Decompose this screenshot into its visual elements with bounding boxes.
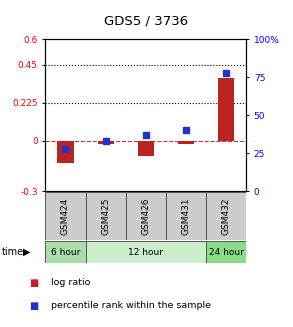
- Text: GSM432: GSM432: [222, 198, 231, 235]
- Bar: [57, 141, 74, 163]
- Bar: [45, 241, 86, 263]
- Bar: [86, 192, 126, 240]
- Text: 12 hour: 12 hour: [128, 248, 163, 257]
- Text: time: time: [1, 247, 24, 257]
- Text: GDS5 / 3736: GDS5 / 3736: [104, 15, 189, 28]
- Bar: [98, 141, 114, 144]
- Text: percentile rank within the sample: percentile rank within the sample: [51, 301, 211, 310]
- Text: GSM426: GSM426: [141, 198, 150, 235]
- Text: ■: ■: [29, 278, 39, 288]
- Text: 6 hour: 6 hour: [51, 248, 80, 257]
- Text: ■: ■: [29, 301, 39, 311]
- Text: GSM431: GSM431: [181, 197, 190, 235]
- Bar: [178, 141, 194, 144]
- Bar: [206, 192, 246, 240]
- Text: GSM424: GSM424: [61, 198, 70, 235]
- Text: GSM425: GSM425: [101, 198, 110, 235]
- Bar: [45, 192, 86, 240]
- Bar: [206, 241, 246, 263]
- Text: ▶: ▶: [23, 247, 31, 257]
- Bar: [218, 78, 234, 141]
- Bar: [166, 192, 206, 240]
- Text: 24 hour: 24 hour: [209, 248, 243, 257]
- Bar: [138, 141, 154, 156]
- Bar: [126, 192, 166, 240]
- Bar: [86, 241, 206, 263]
- Text: log ratio: log ratio: [51, 278, 91, 287]
